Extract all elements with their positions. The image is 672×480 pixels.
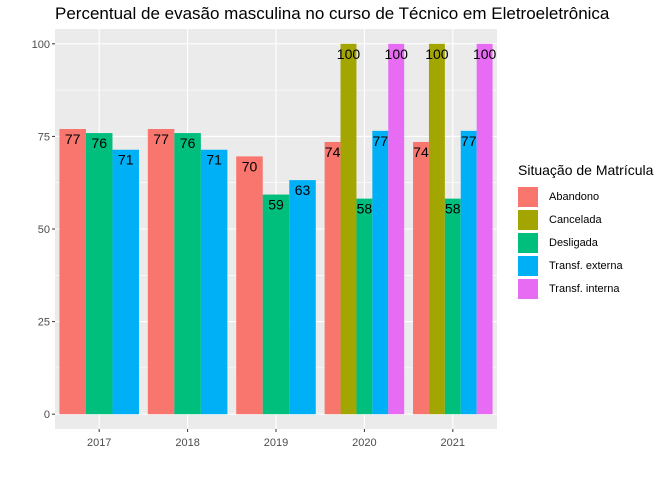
legend-item: Transf. interna <box>518 277 653 300</box>
bar <box>59 129 86 415</box>
bar <box>413 141 429 415</box>
bar <box>460 130 477 415</box>
legend-item: Abandono <box>518 185 653 208</box>
legend-key <box>518 232 538 253</box>
legend-title: Situação de Matrícula <box>518 162 654 178</box>
x-tick-label: 2019 <box>264 437 288 449</box>
x-tick-label: 2018 <box>175 437 199 449</box>
legend-key <box>518 186 538 207</box>
data-label: 74 <box>413 144 429 160</box>
bar <box>428 43 445 415</box>
x-tick-label: 2021 <box>441 437 465 449</box>
data-label: 77 <box>461 133 477 149</box>
y-tick-label: 50 <box>38 224 50 236</box>
legend-item: Desligada <box>518 231 653 254</box>
legend-label: Transf. interna <box>549 282 620 295</box>
y-tick-label: 0 <box>44 409 50 421</box>
bar <box>147 129 175 415</box>
bar <box>324 141 341 415</box>
data-label: 76 <box>180 135 196 151</box>
y-tick-label: 25 <box>38 317 50 329</box>
y-tick-label: 75 <box>38 131 50 143</box>
bar <box>262 194 290 415</box>
legend: Situação de Matrícula Abandono Cancelada D… <box>518 162 653 300</box>
x-tick-label: 2017 <box>87 437 111 449</box>
data-label: 58 <box>445 201 461 217</box>
x-tick-label: 2020 <box>352 437 376 449</box>
bar <box>476 43 493 415</box>
legend-item: Transf. externa <box>518 254 653 277</box>
y-tick-label: 100 <box>32 39 50 51</box>
data-label: 100 <box>473 46 497 62</box>
data-label: 77 <box>373 133 389 149</box>
chart-title: Percentual de evasão masculina no curso … <box>55 4 610 23</box>
bar <box>372 130 389 415</box>
legend-key <box>518 209 538 230</box>
data-label: 100 <box>385 46 409 62</box>
data-label: 74 <box>325 144 341 160</box>
legend-key <box>518 278 538 299</box>
bar <box>174 133 201 415</box>
data-label: 77 <box>65 131 81 147</box>
data-label: 71 <box>118 152 134 168</box>
bar <box>356 198 373 415</box>
legend-label: Transf. externa <box>549 259 623 272</box>
bar <box>444 198 461 415</box>
legend-item: Cancelada <box>518 208 653 231</box>
data-label: 58 <box>357 201 373 217</box>
bar <box>200 149 228 415</box>
bar <box>388 43 405 415</box>
bar <box>236 156 263 415</box>
data-label: 63 <box>295 182 311 198</box>
data-label: 76 <box>91 135 107 151</box>
legend-key <box>518 255 538 276</box>
bar <box>340 43 357 415</box>
bar <box>289 180 316 415</box>
data-label: 77 <box>153 131 169 147</box>
data-label: 59 <box>268 197 284 213</box>
legend-label: Desligada <box>549 236 598 249</box>
bar <box>85 133 113 415</box>
data-label: 71 <box>206 152 222 168</box>
data-label: 100 <box>337 46 361 62</box>
bar <box>112 149 139 415</box>
legend-label: Abandono <box>549 190 600 203</box>
data-label: 70 <box>242 158 258 174</box>
legend-label: Cancelada <box>549 213 602 226</box>
data-label: 100 <box>425 46 449 62</box>
